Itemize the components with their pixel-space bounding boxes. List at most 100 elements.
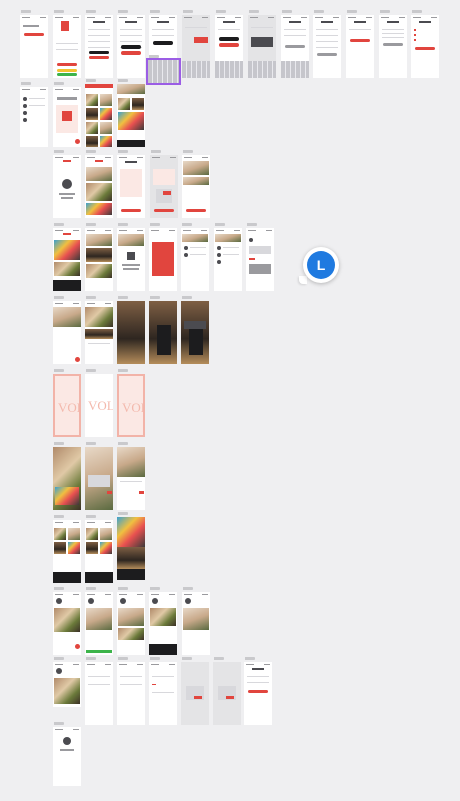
artboard-frame[interactable] <box>85 155 113 218</box>
artboard-frame[interactable] <box>85 84 113 147</box>
artboard-frame[interactable] <box>146 58 181 85</box>
artboard-label[interactable] <box>54 369 64 372</box>
artboard-frame[interactable] <box>149 662 177 725</box>
artboard-frame[interactable] <box>117 15 145 78</box>
artboard-label[interactable] <box>118 442 128 445</box>
artboard-label[interactable] <box>54 657 64 660</box>
artboard-frame[interactable] <box>411 15 439 78</box>
artboard-frame[interactable] <box>53 447 81 510</box>
artboard-frame[interactable] <box>53 662 81 707</box>
artboard-label[interactable] <box>314 10 324 13</box>
artboard-label[interactable] <box>54 150 64 153</box>
artboard-frame[interactable] <box>117 517 145 580</box>
artboard-frame[interactable] <box>117 228 145 291</box>
artboard-frame[interactable] <box>117 592 145 655</box>
artboard-frame[interactable] <box>85 592 113 655</box>
artboard-frame[interactable] <box>248 15 276 78</box>
artboard-label[interactable] <box>347 10 357 13</box>
artboard-frame[interactable] <box>149 301 177 364</box>
artboard-label[interactable] <box>150 587 160 590</box>
artboard-frame[interactable] <box>53 15 81 78</box>
artboard-label[interactable] <box>86 223 96 226</box>
artboard-label[interactable] <box>216 10 226 13</box>
artboard-label[interactable] <box>54 10 64 13</box>
artboard-frame[interactable] <box>182 15 210 78</box>
artboard-label[interactable] <box>118 10 128 13</box>
artboard-frame[interactable] <box>53 228 81 291</box>
artboard-label[interactable] <box>54 223 64 226</box>
artboard-label[interactable] <box>118 79 128 82</box>
artboard-frame[interactable]: VOLL <box>117 374 145 437</box>
artboard-frame[interactable] <box>53 155 81 218</box>
artboard-label[interactable] <box>151 150 161 153</box>
artboard-label[interactable] <box>412 10 422 13</box>
artboard-label[interactable] <box>86 587 96 590</box>
artboard-label[interactable] <box>118 657 128 660</box>
artboard-frame[interactable] <box>281 15 309 78</box>
artboard-frame[interactable] <box>53 87 81 147</box>
artboard-label[interactable] <box>118 223 128 226</box>
artboard-frame[interactable] <box>85 662 113 725</box>
artboard-frame[interactable] <box>53 301 81 364</box>
artboard-frame[interactable] <box>182 592 210 655</box>
artboard-label[interactable] <box>118 369 128 372</box>
artboard-label[interactable] <box>54 442 64 445</box>
artboard-frame[interactable] <box>20 87 48 147</box>
artboard-label[interactable] <box>21 82 31 85</box>
artboard-frame[interactable] <box>346 15 374 78</box>
artboard-frame[interactable] <box>182 155 210 218</box>
artboard-frame[interactable] <box>85 301 113 364</box>
artboard-frame[interactable] <box>215 15 243 78</box>
collaborator-avatar[interactable]: L <box>303 247 339 283</box>
artboard-label[interactable] <box>86 369 96 372</box>
artboard-label[interactable] <box>86 10 96 13</box>
artboard-frame[interactable] <box>181 301 209 364</box>
artboard-label[interactable] <box>86 657 96 660</box>
artboard-label[interactable] <box>183 150 193 153</box>
artboard-frame[interactable] <box>117 84 145 147</box>
artboard-frame[interactable] <box>379 15 407 78</box>
artboard-label[interactable] <box>54 296 64 299</box>
artboard-frame[interactable] <box>117 447 145 510</box>
artboard-label[interactable] <box>245 657 255 660</box>
artboard-label[interactable] <box>183 587 193 590</box>
artboard-label[interactable] <box>86 150 96 153</box>
artboard-frame[interactable]: VOLL <box>85 374 113 437</box>
artboard-frame[interactable] <box>85 447 113 510</box>
artboard-frame[interactable] <box>20 15 48 78</box>
artboard-label[interactable] <box>149 55 159 58</box>
artboard-label[interactable] <box>86 79 96 82</box>
artboard-label[interactable] <box>182 296 192 299</box>
artboard-label[interactable] <box>54 515 64 518</box>
artboard-label[interactable] <box>247 223 257 226</box>
artboard-label[interactable] <box>118 296 128 299</box>
artboard-label[interactable] <box>214 657 224 660</box>
artboard-frame[interactable] <box>53 592 81 655</box>
artboard-frame[interactable] <box>181 228 209 291</box>
artboard-label[interactable] <box>183 10 193 13</box>
artboard-label[interactable] <box>118 512 128 515</box>
artboard-label[interactable] <box>54 82 64 85</box>
artboard-label[interactable] <box>380 10 390 13</box>
artboard-frame[interactable] <box>117 662 145 725</box>
artboard-frame[interactable] <box>117 155 145 218</box>
artboard-label[interactable] <box>21 10 31 13</box>
artboard-frame[interactable] <box>149 592 177 655</box>
artboard-label[interactable] <box>150 296 160 299</box>
artboard-label[interactable] <box>54 722 64 725</box>
artboard-frame[interactable] <box>149 228 177 291</box>
artboard-label[interactable] <box>118 587 128 590</box>
artboard-frame[interactable] <box>85 15 113 78</box>
artboard-frame[interactable] <box>53 727 81 786</box>
artboard-frame[interactable] <box>214 228 242 291</box>
artboard-label[interactable] <box>54 587 64 590</box>
artboard-label[interactable] <box>182 657 192 660</box>
artboard-label[interactable] <box>150 10 160 13</box>
artboard-label[interactable] <box>150 657 160 660</box>
artboard-frame[interactable] <box>85 228 113 291</box>
artboard-label[interactable] <box>86 515 96 518</box>
artboard-label[interactable] <box>215 223 225 226</box>
artboard-frame[interactable] <box>244 662 272 725</box>
artboard-label[interactable] <box>86 296 96 299</box>
